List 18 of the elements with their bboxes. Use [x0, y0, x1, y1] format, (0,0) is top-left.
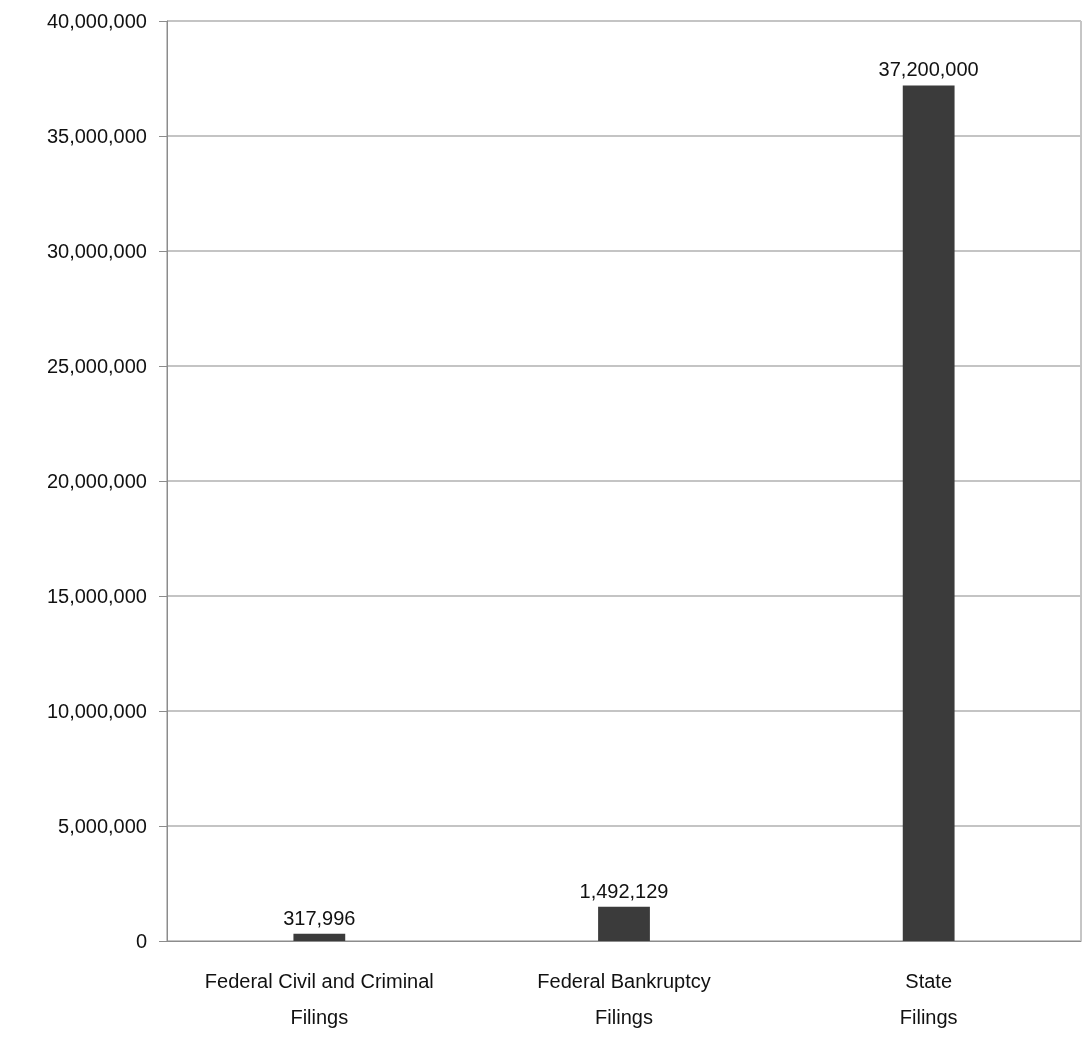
y-tick-label: 30,000,000	[46, 240, 147, 262]
x-tick-label: State Filings	[899, 970, 958, 1028]
bar	[293, 933, 346, 941]
y-tick-label: 40,000,000	[46, 10, 147, 32]
bar	[598, 906, 650, 941]
data-label: 1,492,129	[579, 879, 669, 902]
y-tick-label: 15,000,000	[46, 585, 147, 607]
y-tick-label: 35,000,000	[46, 125, 147, 147]
y-tick-label: 20,000,000	[46, 470, 147, 492]
y-tick-label: 0	[135, 930, 147, 952]
y-tick-label: 25,000,000	[46, 355, 147, 377]
x-tick-label: Federal Bankruptcy Filings	[537, 970, 711, 1028]
y-tick-label: 10,000,000	[46, 700, 147, 722]
y-tick-label: 5,000,000	[58, 815, 147, 837]
bar	[902, 85, 955, 941]
data-label: 37,200,000	[878, 58, 979, 81]
x-tick-label: Federal Civil and Criminal Filings	[204, 970, 434, 1028]
data-label: 317,996	[283, 906, 356, 929]
